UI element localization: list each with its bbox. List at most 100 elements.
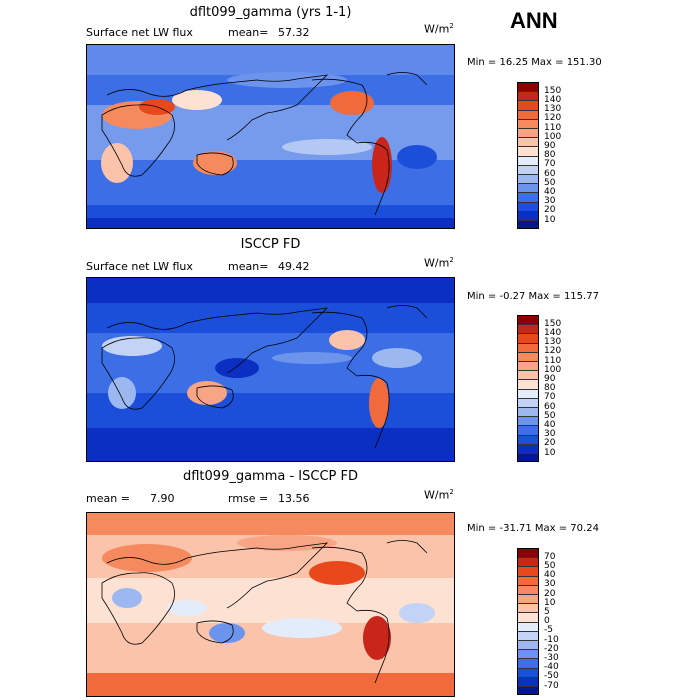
colorbar-tick-label: -20 [544,643,559,654]
colorbar-swatch [517,174,539,184]
colorbar-swatch [517,192,539,202]
colorbar-tick-label: 130 [544,337,562,348]
colorbar-swatch [517,667,539,677]
colorbar-tick-label: 30 [544,429,556,440]
colorbar-swatch [517,658,539,668]
colorbar-tick-label: 30 [544,196,556,207]
panel-2-minmax: Min = -0.27 Max = 115.77 [467,291,599,302]
colorbar-swatch [517,612,539,622]
colorbar-tick-label: 40 [544,186,556,197]
colorbar-tick-label: 70 [544,392,556,403]
colorbar-swatch [517,397,539,407]
panel-1-mean-label: mean= [228,26,269,39]
panel-2-mean-value: 49.42 [278,260,310,273]
panel-2-mean-label: mean= [228,260,269,273]
colorbar-swatch [517,388,539,398]
colorbar-tick-label: 10 [544,214,556,225]
colorbar-frame [517,315,539,463]
colorbar-tick-label: 110 [544,122,562,133]
colorbar-tick-label: 20 [544,438,556,449]
panel-3-rmse-label: rmse = [228,492,269,505]
colorbar-swatch [517,443,539,453]
colorbar-swatch [517,324,539,334]
colorbar-tick-label: 90 [544,373,556,384]
colorbar-swatch [517,676,539,686]
colorbar-tick-label: 10 [544,447,556,458]
panel-3-map [86,512,455,697]
colorbar-swatch [517,210,539,220]
colorbar-swatch [517,201,539,211]
panel-3-mean-label: mean = [86,492,130,505]
colorbar-tick-label: -40 [544,662,559,673]
colorbar-swatch [517,640,539,650]
colorbar-swatch [517,686,539,696]
colorbar-frame [517,82,539,230]
colorbar-tick-label: 40 [544,419,556,430]
colorbar-tick-label: 30 [544,579,556,590]
colorbar-frame [517,548,539,696]
colorbar-tick-label: 10 [544,597,556,608]
season-label: ANN [510,8,558,33]
colorbar-tick-label: 60 [544,168,556,179]
colorbar-swatch [517,351,539,361]
colorbar-swatch [517,137,539,147]
colorbar-swatch [517,361,539,371]
colorbar-tick-label: 150 [544,318,562,329]
panel-3-units: W/m2 [424,488,454,502]
panel-3-minmax: Min = -31.71 Max = 70.24 [467,523,599,534]
colorbar-tick-label: 100 [544,131,562,142]
colorbar-swatch [517,109,539,119]
panel-3-mean-value: 7.90 [150,492,175,505]
colorbar-tick-label: 70 [544,159,556,170]
colorbar-tick-label: 40 [544,570,556,581]
colorbar-tick-label: -50 [544,671,559,682]
colorbar-tick-label: 140 [544,327,562,338]
colorbar-tick-label: -70 [544,680,559,691]
panel-2-map [86,277,455,462]
panel-3-rmse-value: 13.56 [278,492,310,505]
colorbar-swatch [517,425,539,435]
panel-1-title: dflt099_gamma (yrs 1-1) [189,5,352,20]
colorbar-tick-label: 50 [544,410,556,421]
colorbar-tick-label: 50 [544,560,556,571]
panel-2-title: ISCCP FD [240,237,301,252]
colorbar-swatch [517,453,539,463]
colorbar-tick-label: 90 [544,140,556,151]
colorbar-tick-label: 100 [544,364,562,375]
colorbar-swatch [517,630,539,640]
panel-2-field-label: Surface net LW flux [86,260,193,273]
panel-3-title: dflt099_gamma - ISCCP FD [182,469,359,484]
panel-1-mean-value: 57.32 [278,26,310,39]
panel-1-units: W/m2 [424,22,454,36]
colorbar-swatch [517,649,539,659]
panel-1-map [86,44,455,229]
colorbar-tick-label: 0 [544,616,550,627]
colorbar-swatch [517,434,539,444]
colorbar-swatch [517,164,539,174]
colorbar-tick-label: 120 [544,346,562,357]
colorbar-swatch [517,557,539,567]
colorbar-tick-label: -10 [544,634,559,645]
colorbar-swatch [517,155,539,165]
colorbar-tick-label: 130 [544,104,562,115]
colorbar-swatch [517,183,539,193]
colorbar-tick-label: 5 [544,606,550,617]
colorbar-tick-label: -30 [544,652,559,663]
colorbar-tick-label: -5 [544,625,553,636]
colorbar-tick-label: 70 [544,551,556,562]
colorbar-tick-label: 60 [544,401,556,412]
colorbar-swatch [517,342,539,352]
colorbar-swatch [517,91,539,101]
colorbar-tick-label: 20 [544,205,556,216]
colorbar-tick-label: 20 [544,588,556,599]
colorbar-swatch [517,416,539,426]
colorbar-swatch [517,575,539,585]
colorbar-tick-label: 80 [544,150,556,161]
panel-2-units: W/m2 [424,256,454,270]
colorbar-swatch [517,566,539,576]
colorbar-swatch [517,146,539,156]
colorbar-swatch [517,603,539,613]
colorbar-swatch [517,118,539,128]
colorbar-tick-label: 110 [544,355,562,366]
colorbar-swatch [517,621,539,631]
